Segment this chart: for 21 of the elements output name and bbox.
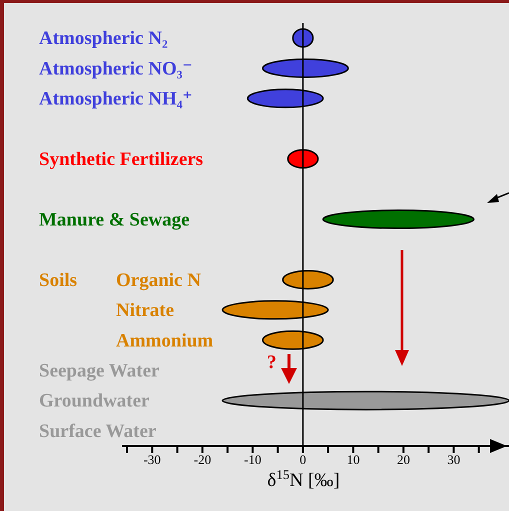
y-tick-label: Organic N (116, 270, 202, 291)
y-tick-label: Synthetic Fertilizers (39, 148, 204, 170)
annotation: ? (267, 352, 276, 373)
y-tick-label: Atmospheric NH₄⁺ (39, 88, 192, 110)
y-tick-label: Ammonium (116, 330, 214, 352)
x-tick-label: 0 (300, 452, 306, 468)
y-tick-label: Groundwater (39, 390, 150, 412)
x-tick-label: 10 (346, 452, 360, 468)
y-tick-label: Atmospheric NO₃⁻ (39, 58, 192, 80)
y-tick-label: Surface Water (39, 420, 157, 442)
x-tick-label: -10 (244, 452, 262, 468)
x-tick-label: 30 (447, 452, 460, 468)
y-tick-label: Seepage Water (39, 360, 160, 382)
y-tick-label: Atmospheric N₂ (39, 28, 168, 50)
y-tick-label: Manure & Sewage (39, 209, 190, 230)
x-tick-label: 20 (396, 452, 410, 468)
x-axis-title: δ$^{15}$N [‰] (267, 466, 340, 491)
x-tick-label: -30 (143, 452, 161, 468)
y-tick-label: Nitrate (116, 300, 174, 322)
text: Soils (39, 270, 78, 291)
x-tick-label: -20 (194, 452, 212, 468)
